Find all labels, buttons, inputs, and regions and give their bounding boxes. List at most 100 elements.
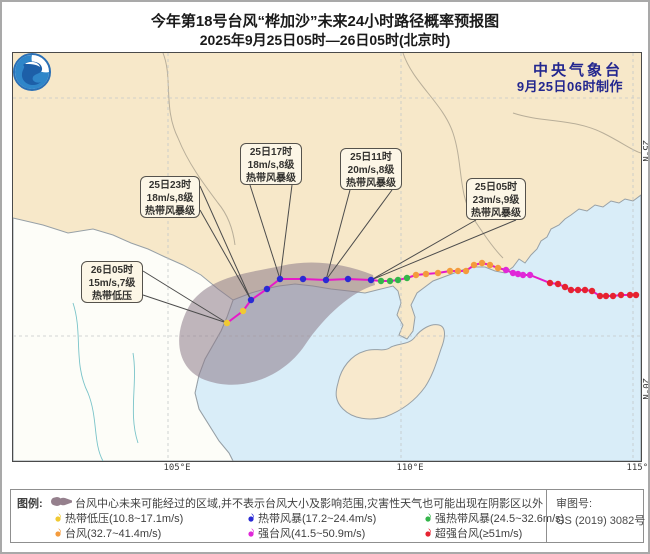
track-point-ts — [344, 275, 352, 283]
track-point-ts — [322, 276, 330, 284]
legend-item-label: 超强台风(≥51m/s) — [435, 528, 523, 540]
map-geography — [13, 53, 641, 461]
issue-time: 9月25日06时制作 — [516, 79, 623, 94]
legend-item-label: 强台风(41.5~50.9m/s) — [258, 528, 366, 540]
pointer-line — [279, 184, 293, 280]
cyclone-marker-icon — [425, 513, 431, 522]
track-point-ts — [263, 285, 271, 293]
track-point-sty — [514, 270, 522, 278]
review-value: GS (2019) 3082号 — [556, 515, 646, 527]
typhoon-track — [223, 259, 640, 327]
shadow-swatch-icon — [51, 497, 72, 506]
legend-item: 热带低压(10.8~17.1m/s) — [53, 510, 183, 526]
callout-text: 热带风暴级 — [145, 206, 195, 217]
legend-item-label: 热带风暴(17.2~24.4m/s) — [258, 513, 377, 525]
track-point-ssty — [617, 291, 625, 299]
track-point-ty — [454, 267, 462, 275]
callout-text: 26日05时 — [90, 265, 134, 276]
callout-text: 20m/s,8级 — [347, 165, 395, 176]
track-point-ssty — [626, 291, 634, 299]
shadow-note: 台风中心未来可能经过的区域,并不表示台风大小及影响范围,灾害性天气也可能出现在阴… — [75, 498, 544, 510]
legend-item: 强热带风暴(24.5~32.6m/s) — [423, 510, 564, 526]
pointer-line — [370, 219, 517, 281]
graticule — [13, 53, 641, 461]
track-point-ssty — [567, 286, 575, 294]
legend-item-label: 热带低压(10.8~17.1m/s) — [65, 513, 184, 525]
legend-item: 台风(32.7~41.4m/s) — [53, 525, 161, 541]
track-point-ssty — [561, 283, 569, 291]
cyclone-marker-icon — [55, 513, 61, 522]
track-point-ssty — [632, 291, 640, 299]
province-border — [512, 112, 641, 154]
province-border — [402, 53, 504, 259]
pointer-line — [142, 294, 228, 324]
track-point-ty — [494, 264, 502, 272]
track-point-ssty — [588, 287, 596, 295]
track-point-ty — [478, 259, 486, 267]
pointer-line — [325, 189, 393, 281]
cyclone-marker-icon — [248, 513, 254, 522]
latitude-label: 20°N — [640, 378, 650, 400]
longitude-label: 115°E — [626, 463, 649, 473]
track-point-sts — [377, 277, 385, 285]
review-label: 审图号: — [556, 498, 593, 510]
callout-text: 热带风暴级 — [346, 178, 396, 189]
hainan-island — [335, 324, 445, 420]
callout-text: 25日23时 — [148, 180, 192, 191]
pointer-line — [199, 185, 252, 301]
track-point-ts — [276, 275, 284, 283]
river-line — [72, 302, 104, 461]
page-subtitle: 2025年9月25日05时—26日05时(北京时) — [199, 32, 451, 48]
track-point-ssty — [574, 286, 582, 294]
callout-text: 18m/s,8级 — [146, 193, 194, 204]
page-title: 今年第18号台风“桦加沙”未来24小时路径概率预报图 — [150, 13, 500, 30]
legend-divider — [546, 490, 547, 542]
legend-item-label: 台风(32.7~41.4m/s) — [65, 528, 162, 540]
track-point-ty — [446, 267, 454, 275]
track-point-ssty — [609, 292, 617, 300]
cyclone-marker-icon — [425, 528, 431, 537]
callout-text: 热带低压 — [92, 291, 132, 302]
legend-title: 图例: — [17, 498, 43, 510]
track-point-td — [239, 307, 247, 315]
legend-item: 强台风(41.5~50.9m/s) — [246, 525, 365, 541]
track-point-ssty — [581, 286, 589, 294]
forecast-callout: 26日05时 15m/s,7级 热带低压 — [81, 261, 143, 303]
forecast-callout: 25日11时 20m/s,8级 热带风暴级 — [340, 148, 402, 190]
pointer-line — [199, 209, 252, 301]
legend-panel: 图例: 台风中心未来可能经过的区域,并不表示台风大小及影响范围,灾害性天气也可能… — [10, 489, 646, 543]
legend-item: 热带风暴(17.2~24.4m/s) — [246, 510, 376, 526]
latitude-label: 25°N — [640, 140, 650, 162]
track-point-sty — [509, 269, 517, 277]
forecast-callout: 25日23时 18m/s,8级 热带风暴级 — [140, 176, 200, 218]
pointer-line — [249, 184, 281, 280]
callout-pointer-lines — [142, 184, 517, 324]
province-border — [162, 53, 236, 246]
track-point-sty — [519, 271, 527, 279]
track-point-ssty — [596, 292, 604, 300]
track-point-ty — [470, 261, 478, 269]
track-point-ts — [247, 296, 255, 304]
forecast-callout: 25日05时 23m/s,9级 热带风暴级 — [466, 178, 526, 220]
track-point-ty — [462, 267, 470, 275]
track-point-sty — [526, 271, 534, 279]
cyclone-marker-icon — [248, 528, 254, 537]
track-point-sts — [403, 274, 411, 282]
pointer-line — [325, 189, 351, 281]
pointer-line — [142, 270, 228, 324]
cyclone-marker-icon — [55, 528, 61, 537]
agency-name: 中央气象台 — [532, 62, 623, 79]
legend-item: 超强台风(≥51m/s) — [423, 525, 522, 541]
track-point-ssty — [546, 279, 554, 287]
longitude-label: 105°E — [163, 463, 191, 473]
track-point-ty — [486, 261, 494, 269]
track-point-ts — [299, 275, 307, 283]
callout-text: 25日05时 — [474, 182, 518, 193]
map-canvas: 中央气象台 9月25日06时制作 26日05时 15m/s,7级 热带低压 25日23… — [12, 52, 642, 462]
legend-item-label: 强热带风暴(24.5~32.6m/s) — [435, 513, 565, 525]
track-point-ty — [434, 269, 442, 277]
callout-text: 25日11时 — [350, 152, 392, 163]
callout-text: 热带风暴级 — [471, 208, 521, 219]
track-point-ty — [412, 271, 420, 279]
